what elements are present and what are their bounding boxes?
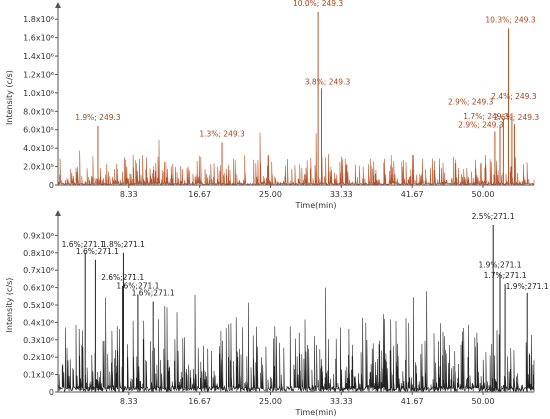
peak-label: 1.7%;271.1 <box>484 271 527 280</box>
y-tick-label: 2.0x10⁵ <box>23 163 54 172</box>
x-tick-label: 50.00 <box>472 397 495 406</box>
peak-label: 2.5%;271.1 <box>472 212 515 221</box>
y-tick-label: 1.8x10⁶ <box>23 15 54 24</box>
y-tick-label: 0.2x10⁶ <box>23 353 54 362</box>
x-tick-label: 8.33 <box>120 190 138 199</box>
y-axis-title: Intensity (c/s) <box>5 70 14 125</box>
y-axis-arrow-icon <box>55 210 61 216</box>
peak-label: 2.9%; 249.3 <box>448 98 494 107</box>
peak-label: 1.9%;271.1 <box>478 261 521 270</box>
peak-label: 1.6%;271.1 <box>132 289 175 298</box>
peak-label: 3.8%; 249.3 <box>305 77 351 86</box>
x-tick-label: 16.67 <box>188 190 211 199</box>
y-tick-label: 4.0x10⁵ <box>23 144 54 153</box>
chart-bottom: 8.33 16.67 25.00 33.33 41.67 50.00 0 0.1x10⁶ 0.2… <box>5 210 549 417</box>
y-tick-label: 8.0x10⁵ <box>23 107 54 116</box>
y-tick-label: 0.7x10⁶ <box>23 266 54 275</box>
y-tick-label: 0.8x10⁶ <box>23 249 54 258</box>
y-tick-label: 1.4x10⁶ <box>23 52 54 61</box>
y-tick-label: 0.4x10⁶ <box>23 318 54 327</box>
x-tick-label: 16.67 <box>188 397 211 406</box>
peak-label: 10.0%; 249.3 <box>293 0 343 8</box>
x-tick-label: 41.67 <box>401 397 424 406</box>
x-tick-label: 25.00 <box>259 190 282 199</box>
peak-label: 1.6%;271.1 <box>62 240 105 249</box>
y-tick-label: 6.0x10⁵ <box>23 126 54 135</box>
peak-label: 1.7%; 249.3 <box>463 112 509 121</box>
peak-label: 1.3%; 249.3 <box>199 130 245 139</box>
y-tick-label: 1.2x10⁶ <box>23 70 54 79</box>
y-tick-label: 0.9x10⁶ <box>23 231 54 240</box>
peak-label: 1.9%; 249.3 <box>75 113 121 122</box>
x-tick-label: 8.33 <box>120 397 138 406</box>
y-tick-label: 1.0x10⁶ <box>23 89 54 98</box>
y-tick-label: 0.5x10⁶ <box>23 301 54 310</box>
x-tick-label: 33.33 <box>330 190 353 199</box>
y-axis-arrow-icon <box>55 2 61 8</box>
peak-label: 1.8%;271.1 <box>102 240 145 249</box>
peak-label: 1.6%;271.1 <box>116 282 159 291</box>
peak-label: 2.6%;271.1 <box>101 273 144 282</box>
peak-label: 2.4%; 249.3 <box>491 92 537 101</box>
x-tick-label: 25.00 <box>259 397 282 406</box>
x-axis-title: Time(min) <box>295 201 337 210</box>
chart-top: 8.33 16.67 25.00 33.33 41.67 50.00 0 2.0x10⁵ 4.0… <box>5 0 539 210</box>
peak-label: 10.3%; 249.3 <box>485 15 535 24</box>
peak-label: 1.6%;271.1 <box>76 247 119 256</box>
x-tick-label: 33.33 <box>330 397 353 406</box>
x-axis-title: Time(min) <box>295 408 337 417</box>
peak-label: 2.9%; 249.3 <box>458 121 504 130</box>
chromatogram-trace <box>57 132 535 186</box>
y-axis-title: Intensity (c/s) <box>5 278 14 333</box>
chromatogram-trace <box>57 287 535 393</box>
peak-label: 2.6%; 249.3 <box>494 113 540 122</box>
y-tick-label: 0 <box>49 181 54 190</box>
y-tick-label: 1.6x10⁶ <box>23 34 54 43</box>
x-tick-label: 50.00 <box>472 190 495 199</box>
y-tick-label: 0 <box>49 388 54 397</box>
peak-label: 1.9%;271.1 <box>506 282 549 291</box>
x-tick-label: 41.67 <box>401 190 424 199</box>
y-tick-label: 0.1x10⁶ <box>23 371 54 380</box>
y-tick-label: 0.3x10⁶ <box>23 336 54 345</box>
y-tick-label: 0.6x10⁶ <box>23 284 54 293</box>
